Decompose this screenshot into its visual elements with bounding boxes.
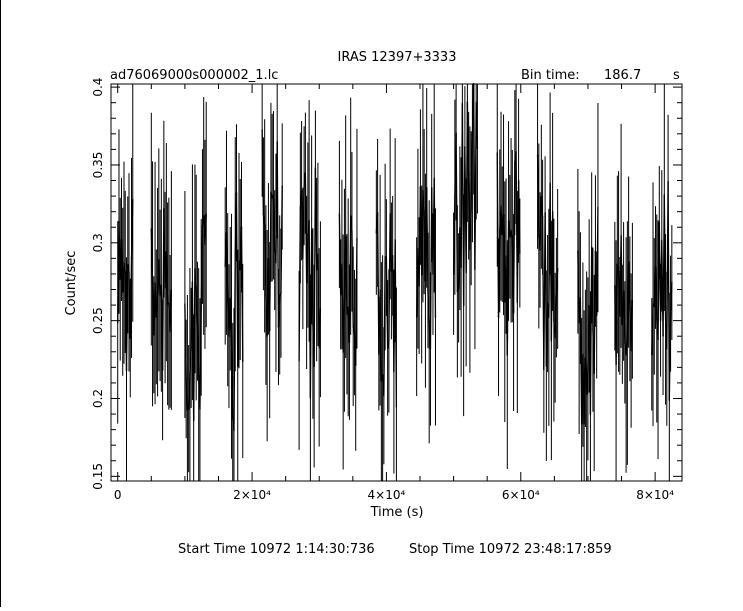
y-tick-label-5: 0.4 xyxy=(91,78,105,97)
segment-10 xyxy=(497,84,521,469)
bin-time-value: 186.7 xyxy=(604,68,641,83)
segment-1 xyxy=(151,113,172,440)
data-line xyxy=(668,182,669,400)
bin-time-unit: s xyxy=(673,68,680,83)
segment-14 xyxy=(651,84,672,481)
y-tick-label-2: 0.25 xyxy=(91,307,105,334)
data-line xyxy=(475,103,476,270)
data-line xyxy=(456,133,457,291)
y-axis-label: Count/sec xyxy=(64,251,79,316)
segment-5 xyxy=(298,100,321,481)
data-line xyxy=(434,179,435,317)
data-line xyxy=(194,269,195,420)
data-line xyxy=(270,192,271,330)
data-line xyxy=(277,142,278,327)
x-tick-label-1: 2×10⁴ xyxy=(233,488,271,502)
y-tick-label-1: 0.2 xyxy=(91,389,105,408)
data-series xyxy=(117,84,672,481)
segment-11 xyxy=(537,84,558,461)
segment-0 xyxy=(117,84,133,481)
segment-6 xyxy=(339,98,358,470)
x-tick-label-2: 4×10⁴ xyxy=(368,488,406,502)
window-left-border xyxy=(0,0,1,607)
footer-start-time: Start Time 10972 1:14:30:736 xyxy=(178,542,375,557)
x-tick-label-3: 6×10⁴ xyxy=(502,488,540,502)
data-line xyxy=(281,186,282,293)
file-name-label: ad76069000s000002_1.lc xyxy=(110,68,278,83)
segment-2 xyxy=(184,97,207,481)
data-line xyxy=(514,163,515,313)
segment-4 xyxy=(262,84,283,441)
y-tick-label-0: 0.15 xyxy=(91,463,105,490)
segment-13 xyxy=(614,124,633,481)
data-line xyxy=(384,257,385,396)
segment-12 xyxy=(577,103,598,481)
chart-title: IRAS 12397+3333 xyxy=(338,50,457,65)
data-line xyxy=(395,240,396,406)
data-line xyxy=(545,213,546,366)
segment-9 xyxy=(453,84,478,416)
data-line xyxy=(352,232,353,327)
segment-3 xyxy=(225,124,244,481)
segment-7 xyxy=(376,128,397,481)
y-tick-label-4: 0.35 xyxy=(91,152,105,179)
x-tick-label-4: 8×10⁴ xyxy=(636,488,674,502)
y-tick-label-3: 0.3 xyxy=(91,233,105,252)
bin-time-label: Bin time: xyxy=(521,68,580,83)
data-line xyxy=(386,257,387,347)
data-line xyxy=(299,208,300,360)
x-tick-label-0: 0 xyxy=(114,488,122,502)
segment-8 xyxy=(416,84,436,443)
data-line xyxy=(242,227,243,361)
data-line xyxy=(234,254,235,430)
footer-stop-time: Stop Time 10972 23:48:17:859 xyxy=(409,542,612,557)
x-axis-label: Time (s) xyxy=(370,505,424,520)
